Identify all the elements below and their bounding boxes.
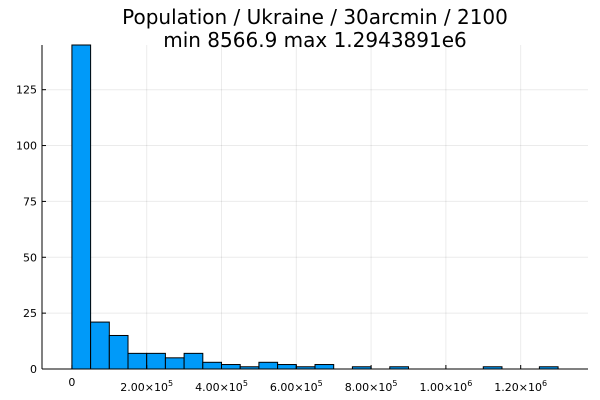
x-tick-label: 8.00×105 [345, 379, 398, 394]
axes [41, 45, 588, 370]
histogram-bar [146, 352, 166, 370]
chart-title: Population / Ukraine / 30arcmin / 2100 [122, 5, 508, 29]
y-tick-label: 25 [23, 307, 37, 320]
tick-labels: 0 25 50 75 100 125 0 2.00×105 4.00×105 6.00×105 8.… [16, 84, 547, 394]
bars [71, 44, 559, 370]
x-tick-label: 6.00×105 [270, 379, 323, 394]
y-tick-label: 75 [23, 195, 37, 208]
y-tick-label: 0 [30, 363, 37, 376]
histogram-bar [221, 364, 241, 370]
histogram-bar [183, 352, 204, 370]
x-tick-label: 1.20×106 [494, 379, 547, 394]
y-tick-label: 50 [23, 251, 37, 264]
x-tick-label: 2.00×105 [120, 379, 173, 394]
x-tick-label: 1.00×106 [419, 379, 472, 394]
x-tick-label: 4.00×105 [195, 379, 248, 394]
histogram-bar [202, 361, 223, 370]
chart-subtitle: min 8566.9 max 1.2943891e6 [163, 28, 467, 52]
histogram-bar [90, 321, 110, 370]
histogram-bar [314, 364, 335, 370]
histogram-bar [108, 334, 129, 370]
histogram-bar [277, 364, 297, 370]
histogram-bar [71, 44, 92, 370]
grid-lines [42, 45, 588, 370]
y-tick-label: 100 [16, 140, 37, 153]
histogram-bar [164, 357, 185, 370]
y-tick-label: 125 [16, 84, 37, 97]
x-tick-label: 0 [68, 376, 75, 389]
histogram-bar [127, 352, 148, 370]
histogram-bar [258, 361, 279, 370]
